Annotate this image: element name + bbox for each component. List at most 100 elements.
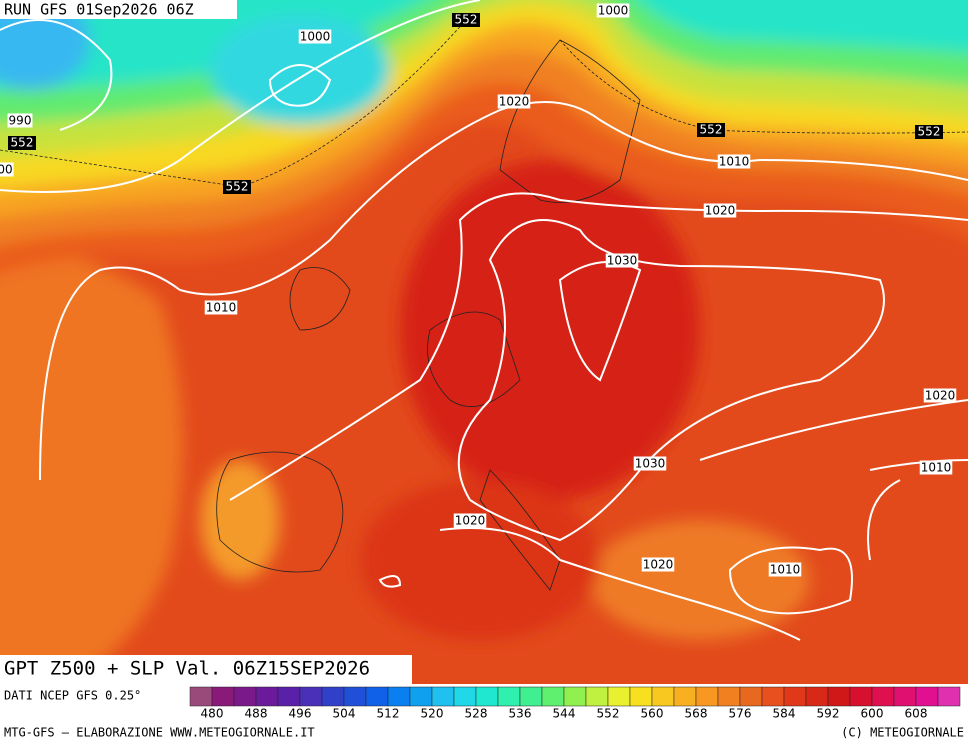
slp-label: 1020 (499, 95, 530, 109)
colorbar-swatch (409, 686, 433, 707)
colorbar-label: 584 (773, 707, 796, 721)
colorbar-label: 600 (861, 707, 884, 721)
z500-label: 552 (455, 13, 478, 27)
colorbar-label: 488 (245, 707, 268, 721)
footer-source: DATI NCEP GFS 0.25° (4, 689, 141, 703)
slp-label-box (641, 557, 675, 572)
colorbar-label: 560 (641, 707, 664, 721)
colorbar-label: 536 (509, 707, 532, 721)
slp-label: 1010 (719, 155, 750, 169)
colorbar-swatch (189, 686, 213, 707)
colorbar-label: 544 (553, 707, 576, 721)
colorbar-swatch (519, 686, 543, 707)
z500-label: 552 (11, 136, 34, 150)
colorbar-swatch (629, 686, 653, 707)
slp-label: 1010 (770, 563, 801, 577)
footer-copyright: (C) METEOGIORNALE (841, 726, 964, 740)
colorbar-label: 552 (597, 707, 620, 721)
colorbar-swatch (387, 686, 411, 707)
slp-label: 1020 (705, 204, 736, 218)
slp-label-box (0, 162, 14, 177)
colorbar-label: 608 (905, 707, 928, 721)
colorbar-swatch (739, 686, 763, 707)
colorbar-swatch (893, 686, 917, 707)
colorbar-swatch (607, 686, 631, 707)
slp-label-box (923, 388, 957, 403)
slp-label-box (768, 562, 802, 577)
z500-label-box (697, 123, 725, 137)
slp-label-box (703, 203, 737, 218)
slp-label: 00 (0, 163, 13, 177)
slp-label: 1020 (925, 389, 956, 403)
colorbar-swatch (299, 686, 323, 707)
colorbar-swatch (343, 686, 367, 707)
colorbar-swatch (541, 686, 565, 707)
colorbar-swatch (827, 686, 851, 707)
colorbar-swatch (937, 686, 961, 707)
map-title: GPT Z500 + SLP Val. 06Z15SEP2026 (4, 658, 370, 680)
z500-labels: 552 552 552 552 552 (8, 13, 943, 194)
colorbar-label: 504 (333, 707, 356, 721)
colorbar: 480 488 496 504 512 520 528 536 544 552 560 568 576 5… (189, 686, 961, 721)
slp-label-box (633, 456, 667, 471)
colorbar-swatch (431, 686, 455, 707)
footer-credit: MTG-GFS – ELABORAZIONE WWW.METEOGIORNALE… (4, 726, 315, 740)
slp-label-box (204, 300, 238, 315)
slp-label: 1000 (598, 4, 629, 18)
colorbar-label: 520 (421, 707, 444, 721)
z500-label: 552 (226, 180, 249, 194)
slp-label-box (497, 94, 531, 109)
colorbar-label: 528 (465, 707, 488, 721)
colorbar-swatch (365, 686, 389, 707)
z500-label-box (915, 125, 943, 139)
slp-label: 1020 (643, 558, 674, 572)
run-box (0, 0, 237, 19)
colorbar-swatch (255, 686, 279, 707)
colorbar-swatch (717, 686, 741, 707)
colorbar-label: 496 (289, 707, 312, 721)
slp-label-box (453, 513, 487, 528)
colorbar-swatch (497, 686, 521, 707)
slp-label-box (605, 253, 639, 268)
z500-label-box (452, 13, 480, 27)
colorbar-swatch (673, 686, 697, 707)
slp-label: 1030 (635, 457, 666, 471)
colorbar-swatch (211, 686, 235, 707)
colorbar-swatch (915, 686, 939, 707)
colorbar-swatch (563, 686, 587, 707)
slp-label-box (7, 113, 33, 128)
colorbar-swatch (805, 686, 829, 707)
colorbar-swatch (233, 686, 257, 707)
colorbar-swatch (475, 686, 499, 707)
colorbar-label: 512 (377, 707, 400, 721)
run-label: RUN GFS 01Sep2026 06Z (4, 1, 194, 19)
map: 552 552 552 552 552 1000 1000 990 00 102… (0, 0, 968, 684)
slp-label: 1020 (455, 514, 486, 528)
slp-label: 990 (9, 114, 32, 128)
slp-label-box (596, 3, 630, 18)
slp-label-box (298, 29, 332, 44)
z500-label-box (223, 180, 251, 194)
colorbar-swatch (321, 686, 345, 707)
colorbar-swatch (695, 686, 719, 707)
z500-label-box (8, 136, 36, 150)
slp-label-box (919, 460, 953, 475)
slp-label: 1030 (607, 254, 638, 268)
colorbar-label: 592 (817, 707, 840, 721)
colorbar-label: 568 (685, 707, 708, 721)
slp-label: 1000 (300, 30, 331, 44)
slp-label-box (717, 154, 751, 169)
colorbar-swatch (277, 686, 301, 707)
colorbar-swatch (761, 686, 785, 707)
slp-label: 1010 (921, 461, 952, 475)
slp-label: 1010 (206, 301, 237, 315)
z500-label: 552 (700, 123, 723, 137)
colorbar-swatch (783, 686, 807, 707)
title-box (0, 655, 412, 684)
colorbar-swatch (453, 686, 477, 707)
slp-labels: 1000 1000 990 00 1020 1010 1020 1010 103… (0, 3, 957, 577)
colorbar-swatch (585, 686, 609, 707)
colorbar-label: 480 (201, 707, 224, 721)
colorbar-swatch (871, 686, 895, 707)
